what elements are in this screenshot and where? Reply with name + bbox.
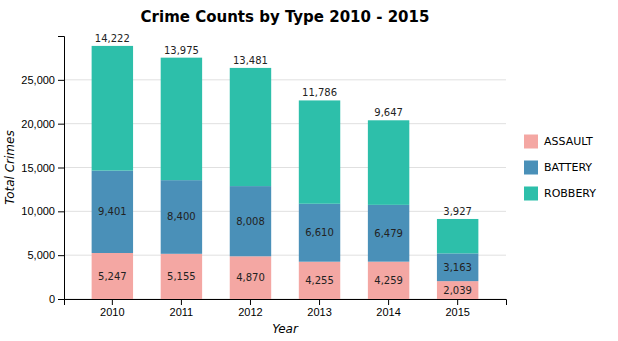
bar xyxy=(230,68,271,186)
legend-item: BATTERY xyxy=(524,161,592,175)
y-axis-title: Total Crimes xyxy=(3,130,17,204)
tick: 20,000 xyxy=(21,118,64,130)
legend-label: ASSAULT xyxy=(544,135,593,148)
bar xyxy=(437,219,478,253)
tick: 2013 xyxy=(307,299,331,318)
data-label: 5,155 xyxy=(167,271,196,282)
tick-label: 0 xyxy=(49,293,55,305)
axis-line xyxy=(58,37,65,300)
series xyxy=(92,171,479,282)
legend-swatch xyxy=(524,135,538,149)
tick-mark xyxy=(250,299,251,305)
legend-label: BATTERY xyxy=(544,161,592,174)
data-label: 8,400 xyxy=(167,211,196,222)
tick: 2015 xyxy=(445,299,469,318)
data-label: 2,039 xyxy=(443,285,472,296)
bar xyxy=(299,262,340,299)
tick: 2011 xyxy=(170,299,194,318)
data-label: 4,870 xyxy=(236,272,265,283)
tick-label: 25,000 xyxy=(21,74,55,86)
data-label: 13,975 xyxy=(164,45,199,56)
tick-label: 2015 xyxy=(445,306,469,318)
tick-mark xyxy=(58,255,64,256)
tick-label: 2013 xyxy=(307,306,331,318)
legend-label: ROBBERY xyxy=(544,187,596,200)
tick: 0 xyxy=(49,293,64,305)
title: Crime Counts by Type 2010 - 2015 xyxy=(141,8,430,26)
tick: 2014 xyxy=(376,299,400,318)
data-label: 5,247 xyxy=(98,271,127,282)
plot: 2010 2011 2012 2013 2014 2015 0 5,000 10,000 15,0… xyxy=(21,33,506,318)
tick-label: 10,000 xyxy=(21,205,55,217)
y-axis: 0 5,000 10,000 15,000 20,000 25,000 xyxy=(21,37,64,306)
tick: 15,000 xyxy=(21,162,64,174)
bar xyxy=(92,171,133,253)
bar xyxy=(161,254,202,299)
tick-mark xyxy=(58,124,64,125)
x-axis: 2010 2011 2012 2013 2014 2015 xyxy=(65,299,507,318)
tick: 2012 xyxy=(238,299,262,318)
legend-item: ROBBERY xyxy=(524,187,596,201)
tick-label: 2010 xyxy=(100,306,124,318)
data-label: 4,255 xyxy=(305,275,334,286)
bar xyxy=(92,253,133,299)
data-labels: 5,247 5,155 4,870 4,255 4,259 2,039 9,401 8,400… xyxy=(95,33,472,296)
tick-mark xyxy=(58,299,64,300)
series xyxy=(92,253,479,299)
tick-label: 20,000 xyxy=(21,118,55,130)
legend: ASSAULT BATTERY ROBBERY xyxy=(524,135,596,201)
data-label: 6,479 xyxy=(374,228,403,239)
bar xyxy=(230,186,271,256)
data-label: 8,008 xyxy=(236,216,265,227)
tick-mark xyxy=(319,299,320,305)
data-label: 9,401 xyxy=(98,206,127,217)
bar xyxy=(92,46,133,171)
tick-label: 2011 xyxy=(170,306,194,318)
tick-mark xyxy=(58,80,64,81)
data-label: 3,163 xyxy=(443,262,472,273)
tick-label: 2012 xyxy=(238,306,262,318)
tick: 2010 xyxy=(100,299,124,318)
data-label: 11,786 xyxy=(302,87,337,98)
data-label: 4,259 xyxy=(374,275,403,286)
bar xyxy=(368,205,409,262)
bar xyxy=(230,256,271,299)
data-label: 6,610 xyxy=(305,227,334,238)
bar xyxy=(299,100,340,203)
bar xyxy=(299,204,340,262)
tick: 10,000 xyxy=(21,205,64,217)
bar xyxy=(161,58,202,181)
tick-mark xyxy=(388,299,389,305)
bar xyxy=(161,180,202,254)
tick-mark xyxy=(112,299,113,305)
legend-swatch xyxy=(524,187,538,201)
bar xyxy=(437,253,478,281)
tick-mark xyxy=(58,168,64,169)
tick-mark xyxy=(58,211,64,212)
axis-line xyxy=(65,300,507,306)
data-label: 3,927 xyxy=(443,206,472,217)
bars xyxy=(92,46,479,299)
data-label: 13,481 xyxy=(233,55,268,66)
tick: 5,000 xyxy=(27,249,64,261)
tick-label: 2014 xyxy=(376,306,400,318)
series xyxy=(92,46,479,253)
tick-label: 5,000 xyxy=(27,249,55,261)
bar xyxy=(437,281,478,299)
bar xyxy=(368,262,409,299)
tick: 25,000 xyxy=(21,74,64,86)
legend-item: ASSAULT xyxy=(524,135,593,149)
data-label: 14,222 xyxy=(95,33,130,44)
tick-mark xyxy=(181,299,182,305)
legend-swatch xyxy=(524,161,538,175)
chart: 2010 2011 2012 2013 2014 2015 0 5,000 10,000 15,0… xyxy=(0,0,618,341)
tick-mark xyxy=(457,299,458,305)
tick-label: 15,000 xyxy=(21,162,55,174)
bar xyxy=(368,120,409,205)
x-axis-title: Year xyxy=(272,322,299,336)
data-label: 9,647 xyxy=(374,107,403,118)
